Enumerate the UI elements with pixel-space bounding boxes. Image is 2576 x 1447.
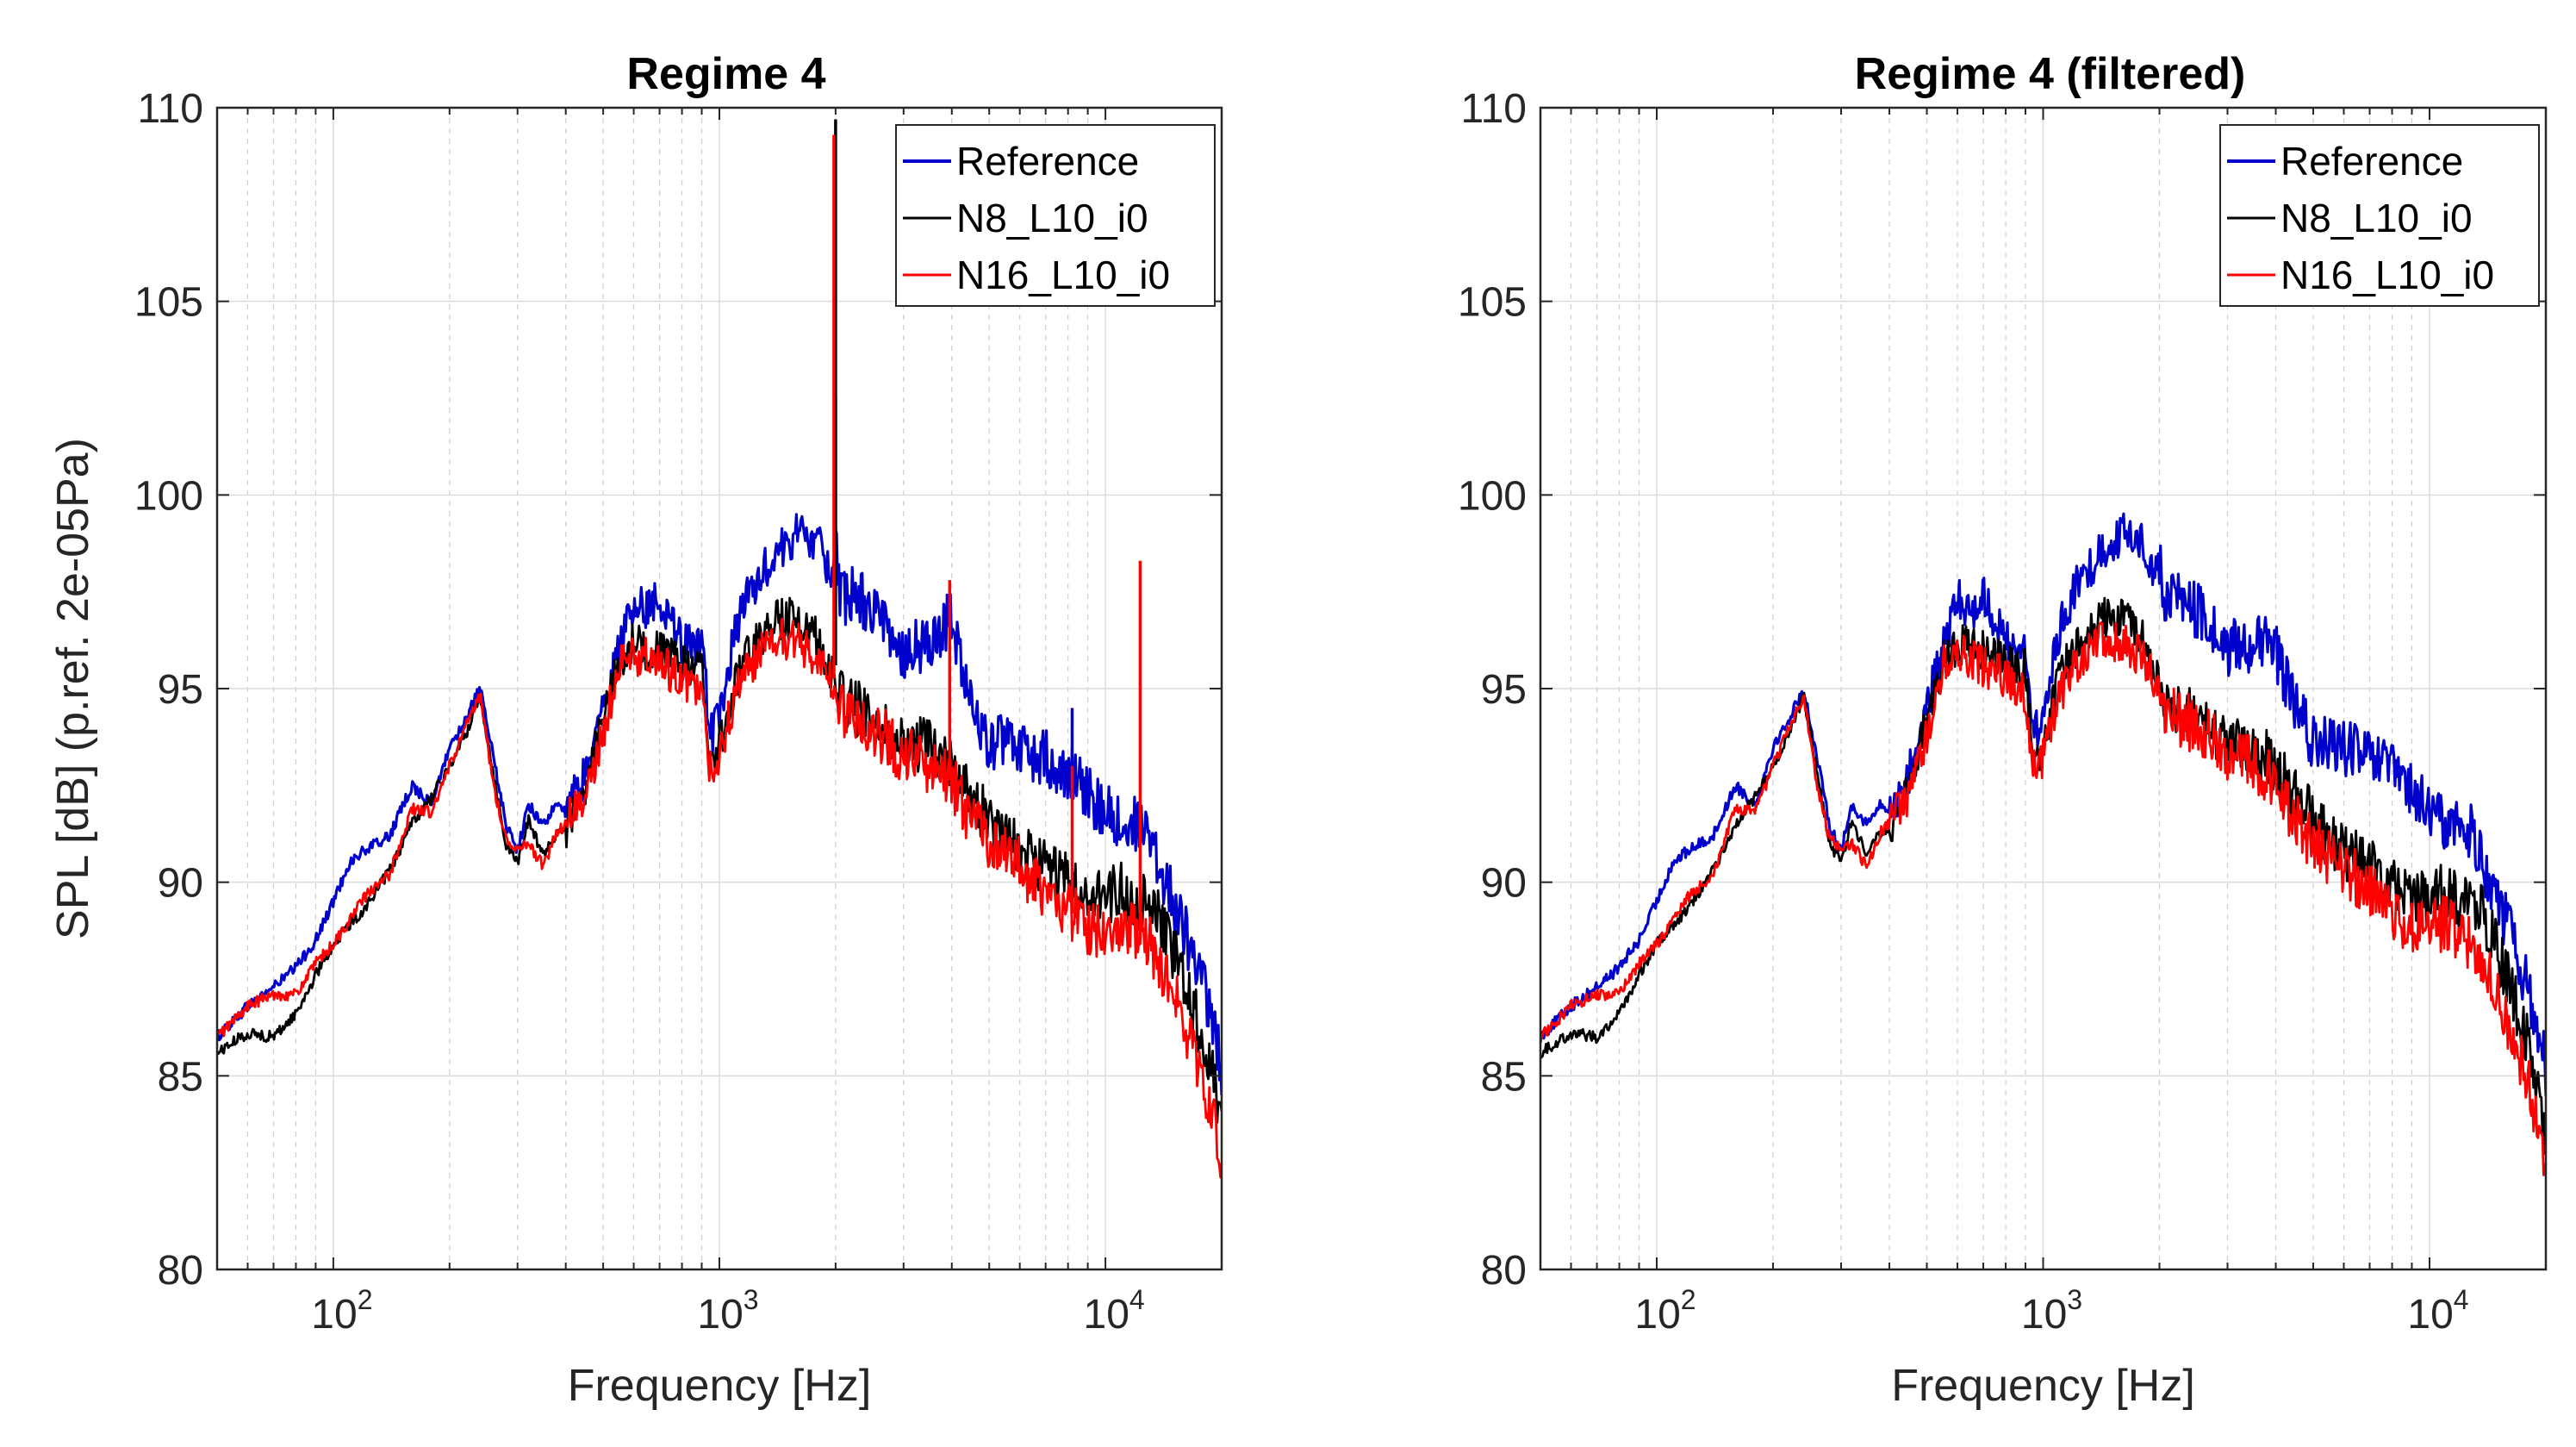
x-tick-label: 104 [2407, 1284, 2468, 1338]
x-tick-base: 10 [311, 1292, 357, 1338]
x-tick-exponent: 3 [2067, 1284, 2082, 1315]
x-tick-exponent: 3 [744, 1284, 759, 1315]
chart-panel-regime-4: 80 85 90 95 100 105 110 102 103 104 Regi… [48, 49, 1223, 1411]
x-axis-label: Frequency [Hz] [568, 1361, 872, 1411]
axis-ticks [1540, 107, 2547, 1270]
grid-lines [1540, 107, 2547, 1270]
series-line-n16 [1540, 621, 2546, 1176]
series-lines [1540, 512, 2546, 1176]
x-tick-base: 10 [2021, 1292, 2067, 1338]
legend-label-n8: N8_L10_i0 [956, 196, 1148, 240]
legend-label-reference: Reference [956, 139, 1139, 184]
y-tick-labels: 80 85 90 95 100 105 110 [134, 86, 203, 1294]
y-tick-label: 105 [1458, 280, 1527, 326]
y-tick-labels: 80 85 90 95 100 105 110 [1458, 86, 1527, 1294]
chart-panel-regime-4-filtered: 80 85 90 95 100 105 110 102 103 104 Regi… [1458, 49, 2548, 1411]
x-tick-base: 10 [1634, 1292, 1680, 1338]
series-line-n8 [217, 596, 1222, 1124]
axis-ticks [216, 107, 1223, 1270]
x-tick-label: 102 [1634, 1284, 1696, 1338]
y-tick-label: 80 [1481, 1248, 1527, 1294]
y-tick-label: 90 [158, 861, 203, 907]
legend-label-n8: N8_L10_i0 [2280, 196, 2473, 240]
y-tick-label: 100 [134, 473, 203, 519]
legend: Reference N8_L10_i0 N16_L10_i0 [2219, 124, 2540, 307]
series-lines [217, 119, 1222, 1179]
y-tick-label: 105 [134, 280, 203, 326]
y-tick-label: 95 [158, 667, 203, 713]
x-tick-label: 104 [1084, 1284, 1145, 1338]
y-tick-label: 95 [1481, 667, 1527, 713]
y-axis-label: SPL [dB] (p.ref. 2e-05Pa) [48, 438, 98, 939]
chart-title: Regime 4 [626, 49, 825, 99]
x-tick-base: 10 [1084, 1292, 1129, 1338]
legend-label-n16: N16_L10_i0 [956, 253, 1170, 297]
legend: Reference N8_L10_i0 N16_L10_i0 [895, 124, 1216, 307]
y-tick-label: 90 [1481, 861, 1527, 907]
x-tick-label: 103 [2021, 1284, 2082, 1338]
x-tick-base: 10 [2407, 1292, 2453, 1338]
x-tick-exponent: 4 [1129, 1284, 1145, 1315]
y-tick-label: 110 [137, 86, 203, 132]
series-line-n16 [217, 617, 1222, 1179]
x-tick-label: 102 [311, 1284, 372, 1338]
y-tick-label: 80 [158, 1248, 203, 1294]
legend-label-reference: Reference [2280, 139, 2463, 184]
x-tick-labels: 102 103 104 [1634, 1284, 2468, 1338]
x-tick-base: 10 [697, 1292, 743, 1338]
x-tick-labels: 102 103 104 [311, 1284, 1144, 1338]
series-line-reference [1540, 512, 2546, 1096]
x-axis-label: Frequency [Hz] [1891, 1361, 2195, 1411]
x-tick-exponent: 2 [358, 1284, 373, 1315]
chart-title: Regime 4 (filtered) [1855, 49, 2246, 99]
x-tick-label: 103 [697, 1284, 758, 1338]
y-tick-label: 85 [1481, 1054, 1527, 1100]
y-tick-label: 85 [158, 1054, 203, 1100]
y-tick-label: 110 [1460, 86, 1527, 132]
legend-label-n16: N16_L10_i0 [2280, 253, 2494, 297]
x-tick-exponent: 2 [1681, 1284, 1696, 1315]
x-tick-exponent: 4 [2454, 1284, 2469, 1315]
y-tick-label: 100 [1458, 473, 1527, 519]
